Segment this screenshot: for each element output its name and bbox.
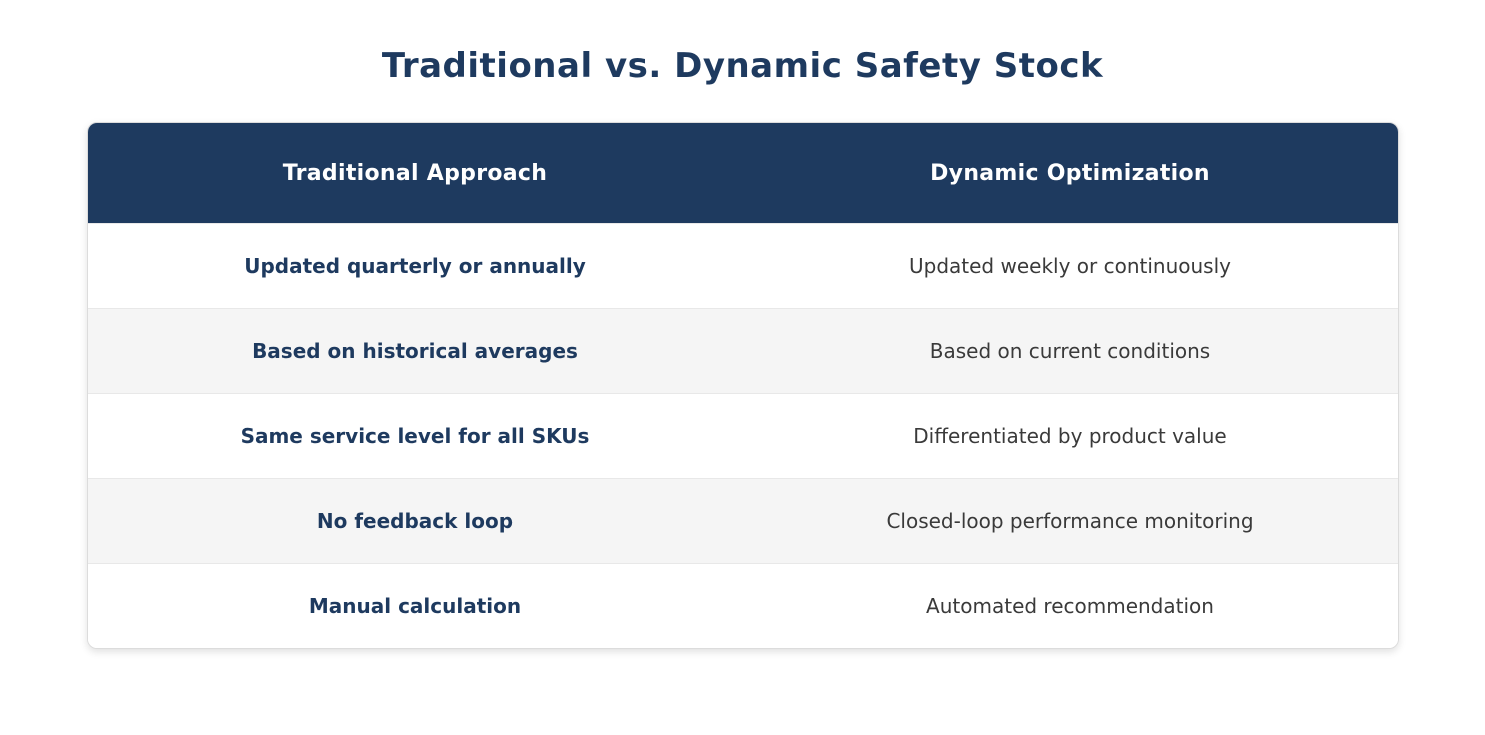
table-cell-traditional: Same service level for all SKUs: [240, 424, 590, 448]
column-header-dynamic: Dynamic Optimization: [930, 160, 1210, 186]
table-row: Based on historical averages Based on cu…: [87, 308, 1398, 393]
table-cell-traditional: Updated quarterly or annually: [244, 254, 586, 278]
table-cell-traditional: Manual calculation: [308, 594, 522, 618]
table-cell-dynamic: Differentiated by product value: [913, 424, 1227, 448]
table-row: Same service level for all SKUs Differen…: [87, 393, 1398, 478]
table-header-row: Traditional Approach Dynamic Optimizatio…: [87, 123, 1398, 223]
table-row: Updated quarterly or annually Updated we…: [87, 223, 1398, 308]
table-cell-dynamic: Automated recommendation: [926, 594, 1214, 618]
table-cell-traditional: Based on historical averages: [252, 339, 578, 363]
table-cell-dynamic: Closed-loop performance monitoring: [886, 509, 1254, 533]
table-row: Manual calculation Automated recommendat…: [87, 563, 1398, 648]
page-title: Traditional vs. Dynamic Safety Stock: [381, 46, 1104, 86]
table-cell-dynamic: Based on current conditions: [929, 339, 1211, 363]
table-cell-traditional: No feedback loop: [316, 509, 514, 533]
table-row: No feedback loop Closed-loop performance…: [87, 478, 1398, 563]
comparison-table: Traditional Approach Dynamic Optimizatio…: [86, 122, 1399, 649]
table-cell-dynamic: Updated weekly or continuously: [909, 254, 1231, 278]
column-header-traditional: Traditional Approach: [282, 160, 548, 186]
